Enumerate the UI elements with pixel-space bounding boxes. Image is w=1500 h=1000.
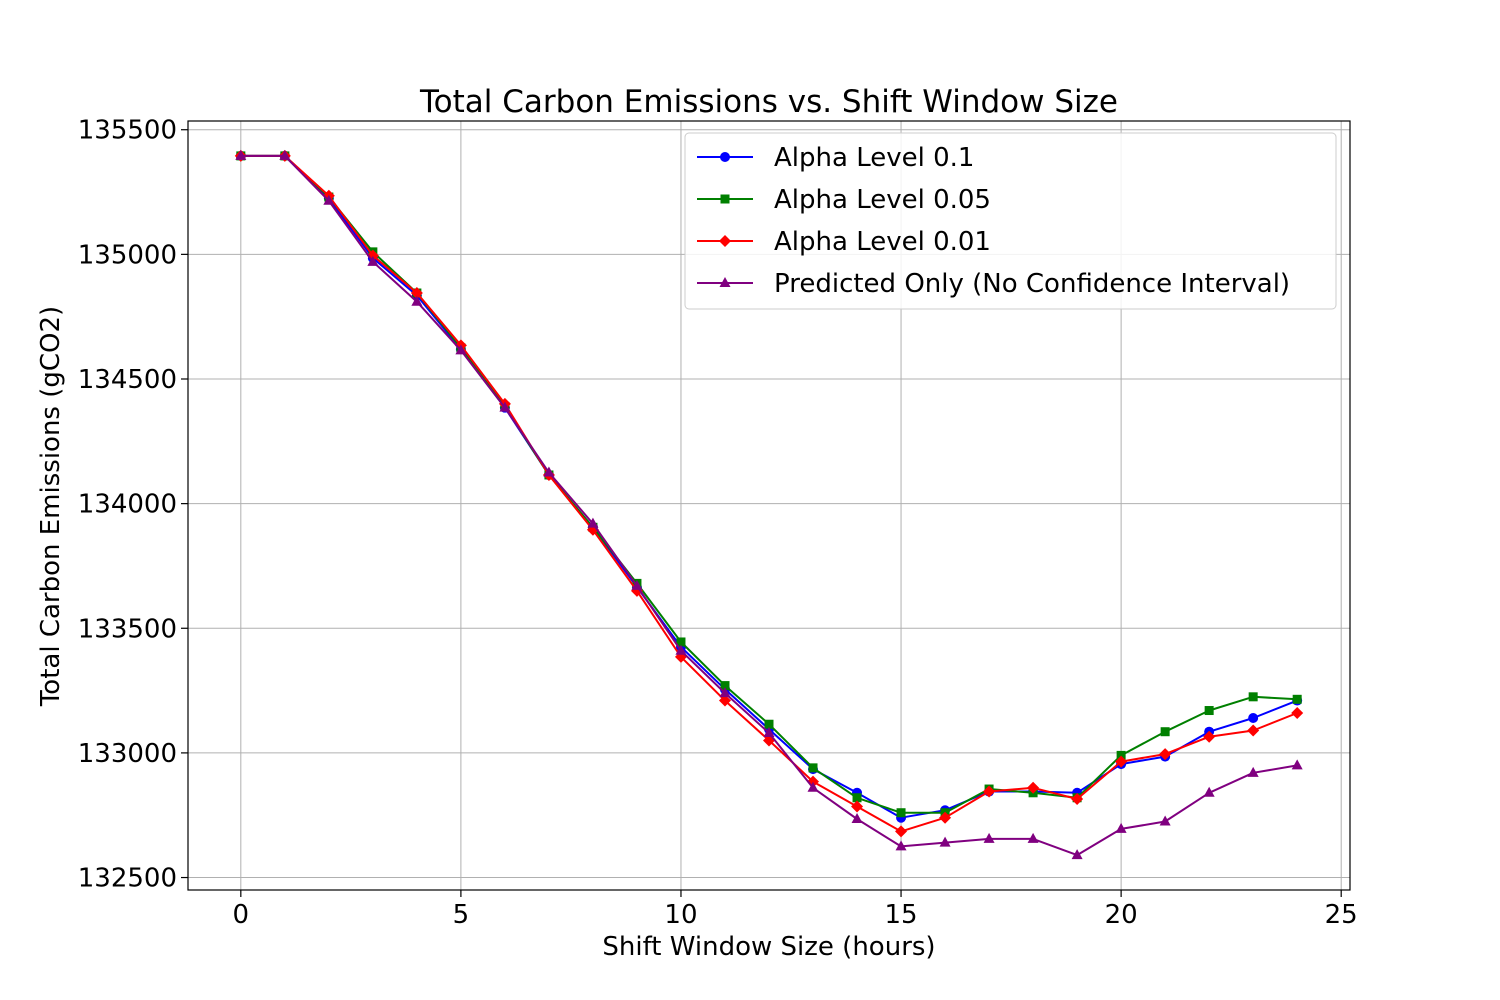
legend-label: Alpha Level 0.1 (774, 143, 974, 173)
data-point (1071, 793, 1084, 806)
y-tick-label: 132500 (78, 864, 177, 894)
data-point (1071, 849, 1083, 860)
data-point (1248, 692, 1258, 702)
legend: Alpha Level 0.1 Alpha Level 0.05 Alpha Lev… (684, 132, 1337, 310)
data-point (410, 286, 423, 299)
chart-title: Total Carbon Emissions vs. Shift Window … (419, 84, 1118, 120)
y-tick-label: 135500 (78, 116, 177, 146)
data-point (764, 719, 774, 729)
legend-marker (719, 235, 731, 247)
legend-label: Alpha Level 0.01 (774, 227, 991, 257)
series-4 (235, 149, 1303, 860)
data-point (763, 726, 775, 737)
data-point (631, 579, 643, 590)
data-point (1203, 786, 1215, 797)
data-point (543, 466, 555, 477)
data-point (851, 812, 863, 823)
legend-item: Alpha Level 0.01 (697, 227, 991, 257)
data-point (983, 832, 995, 843)
x-tick-label: 25 (1325, 900, 1358, 930)
data-point (1248, 713, 1259, 724)
x-axis-label: Shift Window Size (hours) (602, 932, 935, 962)
data-point (1115, 822, 1127, 833)
data-point (1159, 748, 1172, 761)
data-point (1116, 750, 1126, 760)
data-point (1292, 694, 1302, 704)
y-tick-label: 133000 (78, 739, 177, 769)
data-point (323, 194, 335, 205)
data-point (675, 644, 687, 655)
data-point (279, 149, 291, 160)
data-point (1159, 815, 1171, 826)
data-point (719, 687, 731, 698)
data-point (896, 808, 906, 818)
data-point (455, 344, 467, 355)
data-point (1247, 766, 1259, 777)
y-tick-label: 133500 (78, 614, 177, 644)
legend-item: Alpha Level 0.05 (697, 185, 991, 215)
data-point (1203, 730, 1216, 743)
x-tick-label: 15 (884, 900, 917, 930)
series-layer (234, 149, 1304, 860)
legend-item: Alpha Level 0.1 (697, 143, 974, 173)
data-point (1247, 724, 1260, 737)
legend-label: Predicted Only (No Confidence Interval) (774, 269, 1290, 299)
data-point (367, 255, 379, 266)
data-point (718, 694, 731, 707)
x-tick-label: 5 (453, 900, 470, 930)
y-tick-label: 134000 (78, 490, 177, 520)
data-point (1115, 755, 1128, 768)
legend-marker (720, 194, 730, 204)
data-point (983, 785, 996, 798)
data-point (366, 249, 379, 262)
data-point (939, 811, 952, 824)
y-tick-label: 135000 (78, 240, 177, 270)
data-point (1160, 727, 1170, 737)
x-axis: 0 5 10 15 20 25 (233, 890, 1358, 930)
data-point (807, 781, 819, 792)
data-point (939, 836, 951, 847)
data-point (851, 800, 864, 813)
data-point (676, 637, 686, 647)
y-axis-label: Total Carbon Emissions (gCO2) (36, 306, 66, 707)
x-tick-label: 0 (233, 900, 250, 930)
data-point (895, 840, 907, 851)
data-point (411, 295, 423, 306)
data-point (1027, 832, 1039, 843)
legend-marker (720, 152, 730, 162)
data-point (895, 825, 908, 838)
x-tick-label: 10 (664, 900, 697, 930)
y-axis: 132500 133000 133500 134000 134500 135000 1355… (78, 116, 188, 894)
data-point (499, 401, 511, 412)
data-point (852, 793, 862, 803)
legend-item: Predicted Only (No Confidence Interval) (697, 269, 1290, 299)
data-point (1291, 759, 1303, 770)
x-tick-label: 20 (1105, 900, 1138, 930)
grid (188, 121, 1350, 890)
y-tick-label: 134500 (78, 365, 177, 395)
data-point (720, 681, 730, 691)
legend-marker (719, 277, 731, 287)
legend-frame (684, 132, 1337, 310)
data-point (808, 763, 818, 773)
data-point (587, 517, 599, 528)
data-point (1204, 706, 1214, 716)
legend-label: Alpha Level 0.05 (774, 185, 991, 215)
plot-frame (187, 120, 1351, 891)
data-point (1027, 781, 1040, 794)
data-point (1291, 707, 1304, 720)
data-point (235, 149, 247, 160)
